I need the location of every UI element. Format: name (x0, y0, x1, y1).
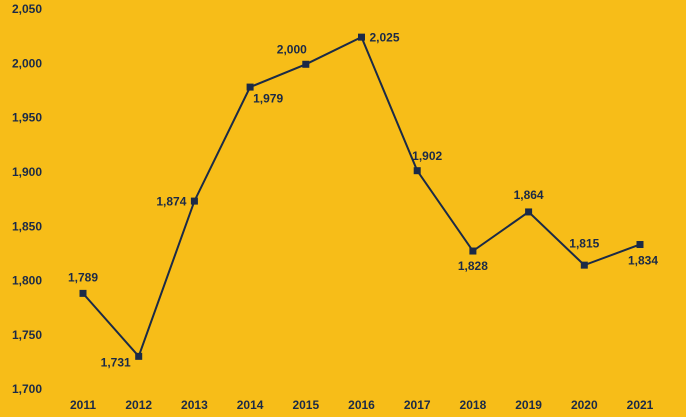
x-tick-label: 2013 (181, 398, 208, 412)
value-label: 1,902 (412, 149, 442, 163)
value-label: 1,731 (101, 356, 131, 370)
point (469, 247, 477, 255)
x-tick-label: 2020 (571, 398, 598, 412)
y-tick-label: 2,000 (12, 56, 42, 70)
x-tick-label: 2017 (404, 398, 431, 412)
y-tick-label: 1,750 (12, 328, 42, 342)
value-label: 1,834 (628, 254, 658, 268)
x-tick-label: 2011 (70, 398, 96, 412)
value-label: 1,979 (253, 91, 283, 105)
value-label: 1,828 (458, 259, 488, 273)
point (636, 241, 644, 249)
x-tick-label: 2012 (125, 398, 152, 412)
value-label: 1,864 (514, 188, 544, 202)
x-tick-label: 2019 (515, 398, 542, 412)
value-label: 2,025 (370, 30, 400, 44)
x-tick-label: 2016 (348, 398, 375, 412)
point (580, 261, 588, 269)
value-label: 1,815 (569, 236, 599, 250)
point (190, 197, 198, 205)
y-tick-label: 1,900 (12, 165, 42, 179)
point (525, 208, 533, 216)
value-label: 1,789 (68, 271, 98, 285)
point (246, 83, 254, 91)
x-tick-label: 2014 (237, 398, 264, 412)
x-tick-label: 2021 (627, 398, 654, 412)
value-label: 2,000 (277, 42, 307, 56)
y-tick-label: 1,950 (12, 111, 42, 125)
x-tick-label: 2015 (292, 398, 319, 412)
x-tick-label: 2018 (460, 398, 487, 412)
y-tick-label: 1,850 (12, 219, 42, 233)
point (79, 289, 87, 297)
value-label: 1,874 (156, 194, 186, 208)
point (358, 33, 365, 41)
y-tick-label: 2,050 (12, 2, 42, 16)
point (302, 60, 310, 68)
y-tick-label: 1,700 (12, 382, 42, 396)
y-tick-label: 1,800 (12, 274, 42, 288)
point (413, 167, 421, 175)
point (135, 352, 143, 360)
